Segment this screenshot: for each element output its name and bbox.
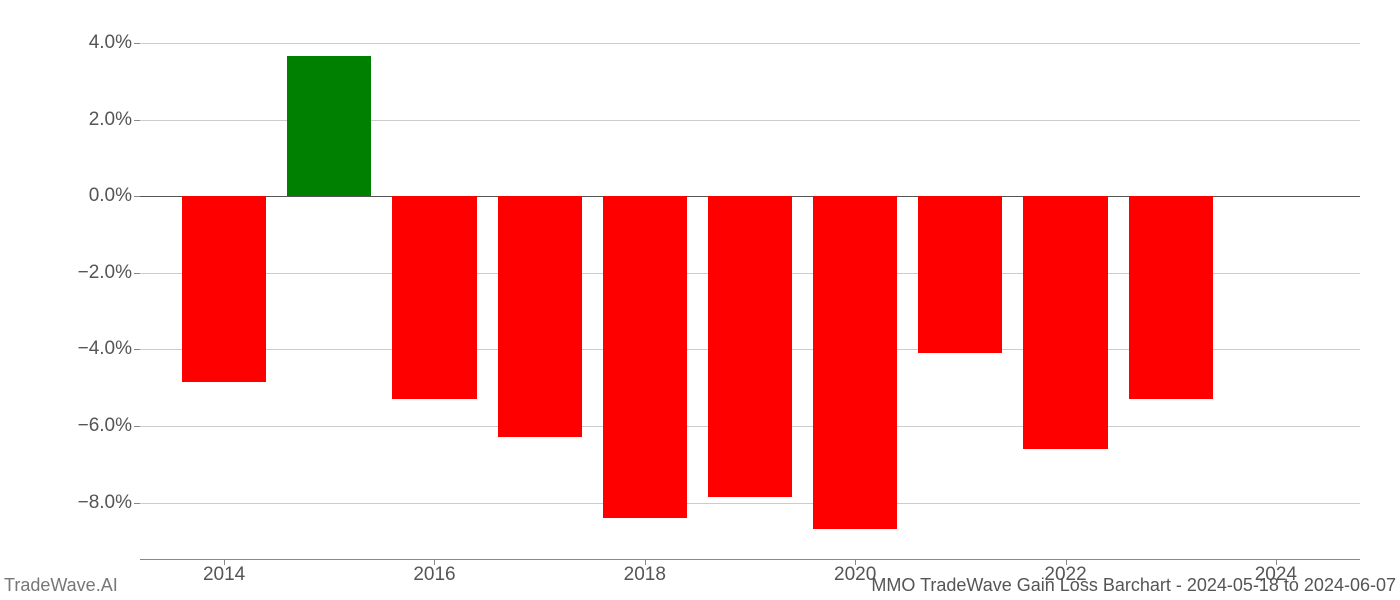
y-tick-mark [134, 426, 140, 427]
bar-2014 [182, 196, 266, 382]
y-tick-label: −4.0% [52, 338, 132, 360]
bar-2015 [287, 56, 371, 196]
y-tick-mark [134, 43, 140, 44]
y-tick-mark [134, 273, 140, 274]
footer-right-text: MMO TradeWave Gain Loss Barchart - 2024-… [871, 575, 1396, 596]
y-tick-mark [134, 196, 140, 197]
chart-container: −8.0% −6.0% −4.0% −2.0% 0.0% 2.0% 4.0% 2014 201… [0, 0, 1400, 600]
plot-area [140, 20, 1360, 560]
bar-2021 [918, 196, 1002, 353]
y-tick-label: −8.0% [52, 492, 132, 514]
x-tick-label: 2014 [203, 564, 245, 586]
footer-left-text: TradeWave.AI [4, 575, 118, 596]
gridline [140, 43, 1360, 44]
y-tick-label: −6.0% [52, 415, 132, 437]
bar-2017 [498, 196, 582, 437]
y-tick-label: −2.0% [52, 262, 132, 284]
bar-2018 [603, 196, 687, 518]
x-tick-label: 2018 [624, 564, 666, 586]
y-tick-label: 4.0% [52, 32, 132, 54]
y-tick-label: 2.0% [52, 109, 132, 131]
gridline [140, 503, 1360, 504]
bar-2016 [392, 196, 476, 399]
bar-2019 [708, 196, 792, 497]
y-tick-label: 0.0% [52, 185, 132, 207]
y-tick-mark [134, 120, 140, 121]
x-tick-label: 2020 [834, 564, 876, 586]
y-tick-mark [134, 503, 140, 504]
bar-2020 [813, 196, 897, 529]
x-tick-label: 2016 [413, 564, 455, 586]
bar-2023 [1129, 196, 1213, 399]
y-tick-mark [134, 349, 140, 350]
bar-2022 [1023, 196, 1107, 449]
